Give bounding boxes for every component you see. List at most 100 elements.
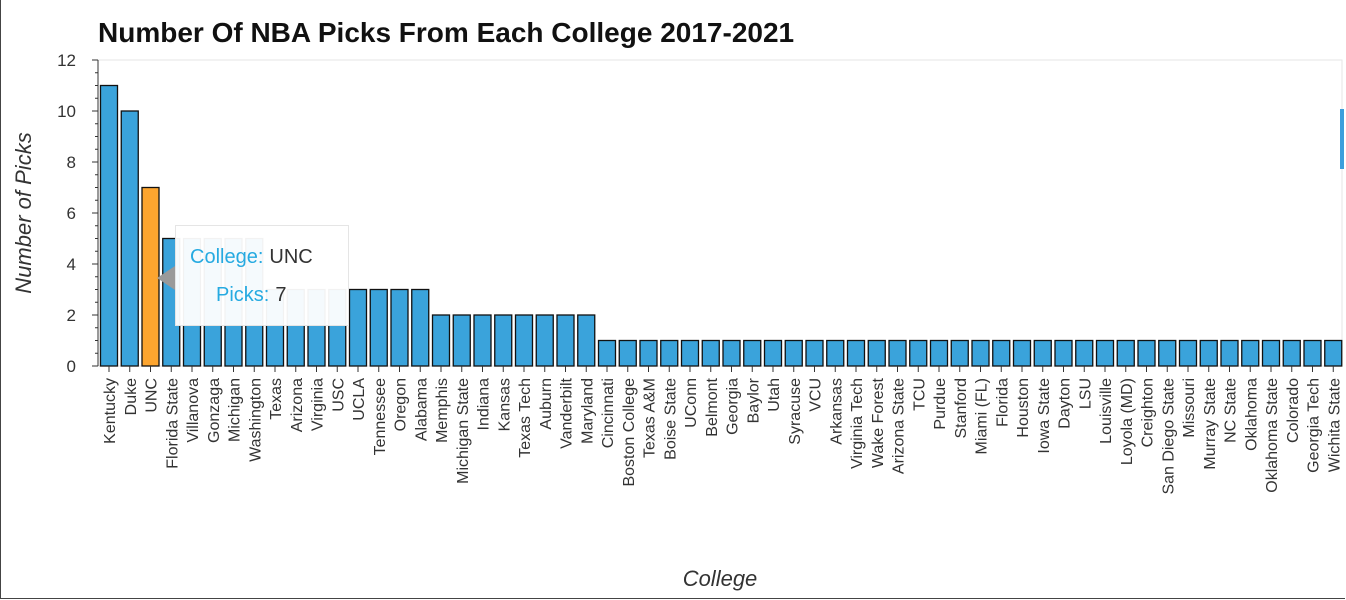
bar-tennessee[interactable] bbox=[369, 288, 388, 367]
bar-boise-state[interactable] bbox=[660, 339, 679, 367]
bar-arkansas[interactable] bbox=[826, 339, 845, 367]
tooltip-college-row: College: UNC bbox=[190, 246, 313, 269]
x-tick-label: Murray State bbox=[1202, 378, 1219, 470]
bar-duke[interactable] bbox=[120, 110, 139, 367]
x-tick-label: Georgia bbox=[725, 378, 742, 435]
x-tick-label: LSU bbox=[1077, 378, 1094, 409]
x-tick-label: Houston bbox=[1015, 378, 1032, 438]
bar-wichita-state[interactable] bbox=[1324, 339, 1343, 367]
bar-iowa-state[interactable] bbox=[1033, 339, 1052, 367]
bar-oklahoma-state[interactable] bbox=[1261, 339, 1281, 367]
bar-kansas[interactable] bbox=[494, 314, 513, 367]
bar-dayton[interactable] bbox=[1054, 339, 1073, 367]
x-tick-label: Iowa State bbox=[1036, 378, 1053, 454]
x-tick-label: Virginia Tech bbox=[849, 378, 866, 469]
bar-miami-fl-[interactable] bbox=[971, 339, 990, 367]
x-tick-label: Arizona bbox=[289, 378, 306, 432]
x-tick-label: VCU bbox=[808, 378, 825, 412]
bar-kentucky[interactable] bbox=[99, 84, 119, 367]
bar-virginia-tech[interactable] bbox=[846, 339, 866, 367]
x-tick-label: Vanderbilt bbox=[559, 377, 576, 448]
bar-arizona-state[interactable] bbox=[888, 339, 907, 367]
scroll-indicator[interactable] bbox=[1340, 109, 1344, 169]
tooltip-picks-value: 7 bbox=[275, 284, 287, 306]
bar-maryland[interactable] bbox=[577, 314, 596, 367]
bar-stanford[interactable] bbox=[950, 339, 969, 367]
x-tick-label: Cincinnati bbox=[600, 378, 617, 448]
bar-missouri[interactable] bbox=[1178, 339, 1198, 367]
bar-baylor[interactable] bbox=[743, 339, 762, 367]
x-tick-label: UConn bbox=[683, 378, 700, 428]
bar-wake-forest[interactable] bbox=[867, 339, 886, 367]
bar-nc-state[interactable] bbox=[1220, 339, 1239, 367]
x-tick-label: USC bbox=[330, 378, 347, 412]
tooltip-arrow bbox=[157, 266, 175, 290]
x-tick-label: Creighton bbox=[1140, 378, 1157, 447]
bar-houston[interactable] bbox=[1012, 339, 1032, 367]
y-tick-label: 2 bbox=[67, 306, 76, 325]
bar-san-diego-state[interactable] bbox=[1158, 339, 1177, 367]
x-tick-label: Michigan State bbox=[455, 378, 472, 484]
bar-oklahoma[interactable] bbox=[1241, 339, 1260, 367]
bar-georgia[interactable] bbox=[722, 339, 741, 367]
bar-texas-tech[interactable] bbox=[514, 314, 534, 367]
bar-murray-state[interactable] bbox=[1199, 339, 1218, 367]
y-axis: 0 2 4 6 8 10 12 bbox=[57, 51, 99, 376]
x-tick-label: Baylor bbox=[745, 377, 762, 423]
tooltip-college-key: College: bbox=[190, 246, 264, 268]
y-tick-label: 0 bbox=[67, 357, 76, 376]
x-tick-label: Florida bbox=[994, 378, 1011, 427]
bar-tcu[interactable] bbox=[909, 339, 928, 367]
y-axis-label: Number of Picks bbox=[11, 132, 36, 293]
bar-belmont[interactable] bbox=[701, 339, 720, 367]
x-tick-label: Virginia bbox=[310, 378, 327, 431]
x-tick-label: UNC bbox=[144, 378, 161, 413]
hover-tooltip: College: UNC Picks: 7 bbox=[157, 225, 349, 326]
x-tick-label: Maryland bbox=[579, 378, 596, 444]
bar-vanderbilt[interactable] bbox=[556, 314, 575, 367]
bar-florida[interactable] bbox=[992, 339, 1011, 367]
x-tick-label: Tennessee bbox=[372, 378, 389, 455]
x-tick-label: Duke bbox=[123, 378, 140, 415]
bar-lsu[interactable] bbox=[1075, 339, 1094, 367]
x-tick-label: Arkansas bbox=[828, 378, 845, 445]
x-axis-label: College bbox=[683, 566, 758, 591]
x-tick-label: Auburn bbox=[538, 378, 555, 430]
bar-indiana[interactable] bbox=[473, 314, 492, 367]
x-tick-label: Arizona State bbox=[891, 378, 908, 474]
bar-uconn[interactable] bbox=[680, 339, 700, 367]
bar-utah[interactable] bbox=[763, 339, 783, 367]
bar-boston-college[interactable] bbox=[618, 339, 637, 367]
x-tick-label: Purdue bbox=[932, 378, 949, 430]
bar-creighton[interactable] bbox=[1137, 339, 1156, 367]
bar-auburn[interactable] bbox=[535, 314, 554, 367]
bar-louisville[interactable] bbox=[1095, 339, 1115, 367]
bar-texas-a-m[interactable] bbox=[639, 339, 658, 367]
y-tick-label: 6 bbox=[67, 204, 76, 223]
bar-ucla[interactable] bbox=[348, 288, 368, 367]
x-tick-label: NC State bbox=[1223, 378, 1240, 443]
y-tick-label: 10 bbox=[57, 102, 76, 121]
x-tick-label: Michigan bbox=[227, 378, 244, 442]
x-tick-label: Loyola (MD) bbox=[1119, 378, 1136, 465]
bar-michigan-state[interactable] bbox=[452, 314, 471, 367]
bar-purdue[interactable] bbox=[929, 339, 949, 367]
bar-georgia-tech[interactable] bbox=[1303, 339, 1322, 367]
x-tick-label: Utah bbox=[766, 378, 783, 412]
x-tick-label: Indiana bbox=[476, 378, 493, 431]
x-tick-label: Missouri bbox=[1181, 378, 1198, 438]
bar-loyola-md-[interactable] bbox=[1116, 339, 1135, 367]
bar-colorado[interactable] bbox=[1282, 339, 1301, 367]
bar-oregon[interactable] bbox=[390, 288, 409, 367]
bar-alabama[interactable] bbox=[411, 288, 430, 367]
bar-syracuse[interactable] bbox=[784, 339, 803, 367]
bar-vcu[interactable] bbox=[805, 339, 824, 367]
x-tick-label: Memphis bbox=[434, 378, 451, 443]
bar-memphis[interactable] bbox=[431, 314, 451, 367]
x-tick-label: Washington bbox=[247, 378, 264, 462]
x-axis: Kentucky Duke UNC Florida State Villanova Gon… bbox=[102, 366, 1343, 495]
y-tick-label: 4 bbox=[67, 255, 76, 274]
bar-cincinnati[interactable] bbox=[597, 339, 617, 367]
